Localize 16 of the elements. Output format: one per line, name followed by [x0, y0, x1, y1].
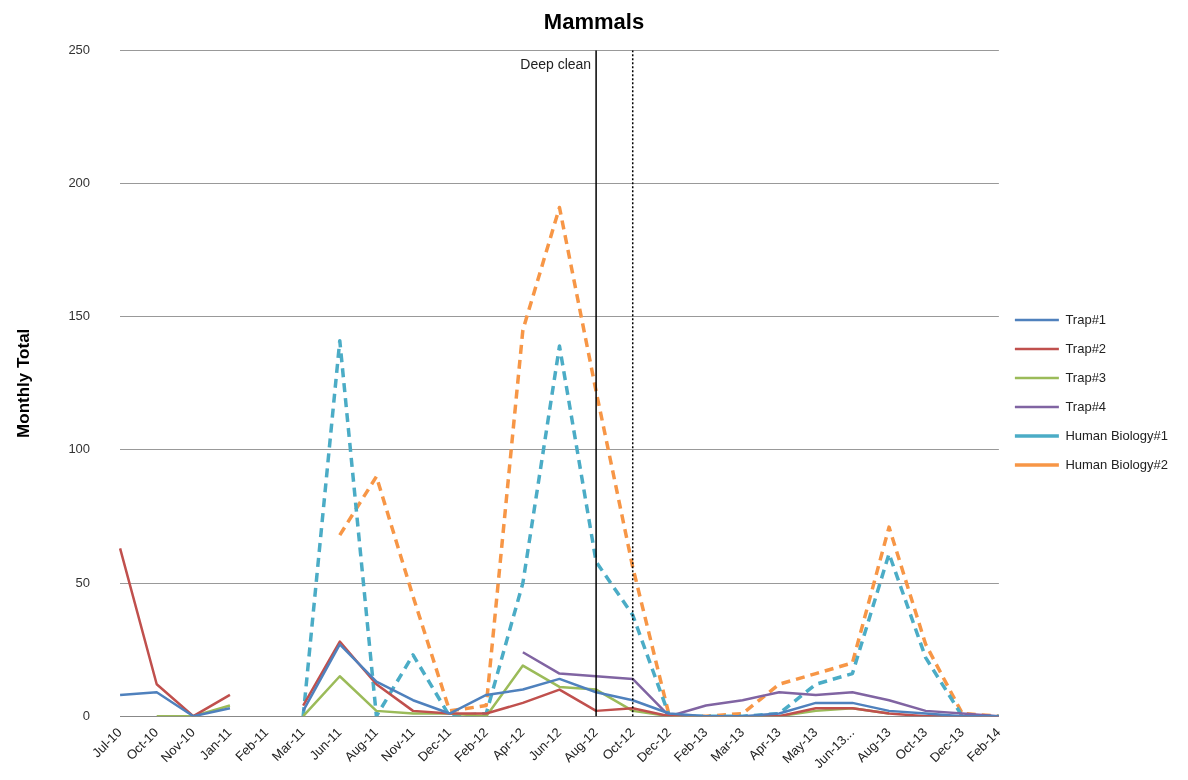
y-tick-label: 100: [68, 441, 91, 457]
legend-label: Trap#1: [1065, 311, 1107, 327]
y-tick-label: 150: [68, 308, 91, 324]
y-tick-label: 200: [68, 175, 91, 191]
y-tick-label: 50: [75, 574, 91, 590]
legend-label: Human Biology#1: [1065, 427, 1169, 443]
legend-label: Trap#3: [1065, 369, 1107, 385]
ref-line-label: Deep clean: [520, 56, 592, 73]
legend-label: Trap#4: [1065, 398, 1107, 414]
legend-label: Human Biology#2: [1065, 456, 1169, 472]
y-axis-title: Monthly Total: [13, 328, 33, 438]
y-tick-label: 250: [68, 41, 91, 57]
y-tick-label: 0: [82, 707, 91, 723]
chart-title: Mammals: [543, 9, 645, 35]
line-series: [301, 338, 1001, 717]
legend-label: Trap#2: [1065, 340, 1107, 356]
